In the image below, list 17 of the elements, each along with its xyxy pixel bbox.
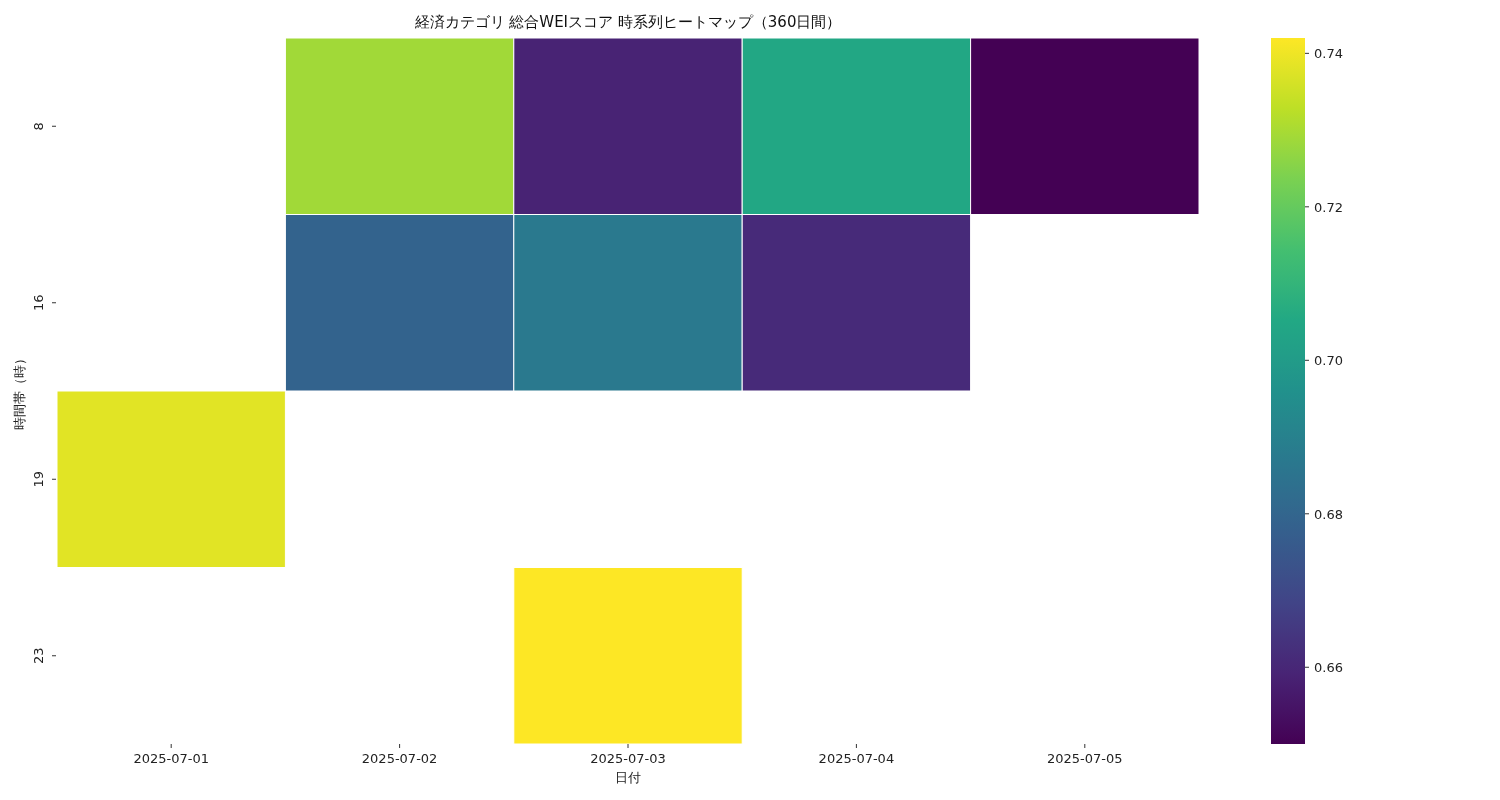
x-axis-title: 日付	[615, 770, 641, 785]
y-tick-label: 23	[31, 647, 46, 665]
x-tick-label: 2025-07-02	[361, 751, 438, 766]
y-axis-title: 時間帯（時）	[12, 352, 27, 430]
color-bar-label: 0.66	[1314, 660, 1343, 676]
color-bar-label: 0.70	[1314, 353, 1343, 369]
x-tick-label: 2025-07-04	[818, 751, 895, 766]
chart-title: 経済カテゴリ 総合WEIスコア 時系列ヒートマップ（360日間）	[413, 13, 842, 31]
y-tick-label: 8	[31, 122, 46, 131]
color-bar-label: 0.72	[1314, 199, 1343, 215]
x-tick-label: 2025-07-03	[590, 751, 666, 766]
color-bar-label: 0.68	[1314, 506, 1343, 522]
x-tick-label: 2025-07-01	[133, 751, 209, 766]
color-bar-label: 0.74	[1314, 46, 1343, 62]
y-tick-label: 16	[31, 294, 46, 312]
y-tick-label: 19	[31, 470, 46, 488]
x-tick-label: 2025-07-05	[1047, 751, 1123, 766]
